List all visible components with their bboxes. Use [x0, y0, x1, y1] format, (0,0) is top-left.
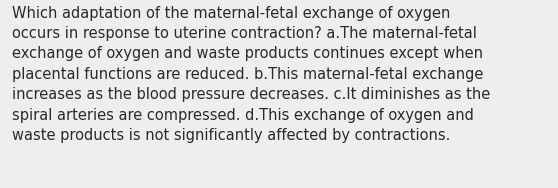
Text: Which adaptation of the maternal-fetal exchange of oxygen
occurs in response to : Which adaptation of the maternal-fetal e…	[12, 6, 490, 143]
